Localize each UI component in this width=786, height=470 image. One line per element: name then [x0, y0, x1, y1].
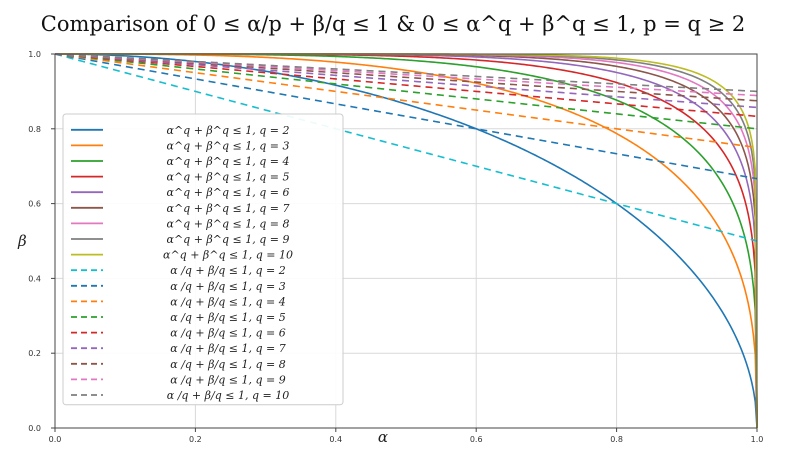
x-tick-label-5: 1.0	[751, 435, 764, 444]
series-line-12	[54, 53, 758, 149]
y-tick-label-3: 0.6	[28, 200, 41, 209]
legend-label-9: α^q + β^q ≤ 1, q = 10	[163, 249, 293, 262]
series-line-10	[54, 53, 758, 242]
legend-label-6: α^q + β^q ≤ 1, q = 7	[167, 202, 290, 215]
y-axis-label: β	[17, 232, 27, 250]
legend-label-15: α /q + β/q ≤ 1, q = 7	[170, 342, 285, 355]
legend-label-1: α^q + β^q ≤ 1, q = 2	[167, 124, 290, 137]
x-tick-label-3: 0.6	[470, 435, 483, 444]
legend-label-8: α^q + β^q ≤ 1, q = 9	[167, 233, 290, 246]
x-axis-label: α	[378, 428, 388, 446]
series-line-17	[54, 53, 758, 97]
legend-label-11: α /q + β/q ≤ 1, q = 3	[170, 280, 285, 293]
y-ticks: 0.0 0.2 0.4 0.6 0.8 1.0	[28, 50, 55, 433]
y-tick-label-4: 0.8	[28, 125, 41, 134]
y-tick-label-2: 0.4	[28, 274, 41, 283]
x-tick-label-4: 0.8	[610, 435, 623, 444]
legend-label-3: α^q + β^q ≤ 1, q = 4	[167, 155, 290, 168]
legend-label-2: α^q + β^q ≤ 1, q = 3	[167, 139, 290, 152]
x-tick-label-0: 0.0	[49, 435, 62, 444]
legend-label-4: α^q + β^q ≤ 1, q = 5	[167, 171, 290, 184]
series-line-11	[54, 53, 758, 180]
series-line-18	[54, 53, 758, 93]
series-line-14	[54, 53, 758, 118]
legend-label-5: α^q + β^q ≤ 1, q = 6	[167, 186, 290, 199]
legend-box	[62, 113, 344, 406]
chart-title: Comparison of 0 ≤ α/p + β/q ≤ 1 & 0 ≤ α^…	[40, 12, 746, 36]
legend-label-16: α /q + β/q ≤ 1, q = 8	[170, 358, 285, 371]
legend-label-10: α /q + β/q ≤ 1, q = 2	[170, 264, 285, 277]
legend: α^q + β^q ≤ 1, q = 2 α^q + β^q ≤ 1, q = 3…	[62, 113, 344, 406]
legend-label-7: α^q + β^q ≤ 1, q = 8	[167, 217, 290, 230]
y-tick-label-1: 0.2	[28, 349, 41, 358]
legend-label-14: α /q + β/q ≤ 1, q = 6	[170, 327, 285, 340]
series-line-15	[54, 53, 758, 109]
plot-frame	[54, 53, 758, 429]
legend-label-13: α /q + β/q ≤ 1, q = 5	[170, 311, 285, 324]
y-tick-label-5: 1.0	[28, 50, 41, 59]
series-line-1	[55, 53, 758, 429]
series-line-16	[54, 53, 758, 102]
x-tick-label-2: 0.4	[329, 435, 342, 444]
legend-label-17: α /q + β/q ≤ 1, q = 9	[170, 373, 285, 386]
legend-label-18: α /q + β/q ≤ 1, q = 10	[167, 389, 289, 402]
legend-label-12: α /q + β/q ≤ 1, q = 4	[170, 295, 285, 308]
y-tick-label-0: 0.0	[28, 424, 41, 433]
x-tick-label-1: 0.2	[189, 435, 202, 444]
x-ticks: 0.0 0.2 0.4 0.6 0.8 1.0	[49, 428, 764, 444]
series-line-13	[54, 53, 758, 130]
